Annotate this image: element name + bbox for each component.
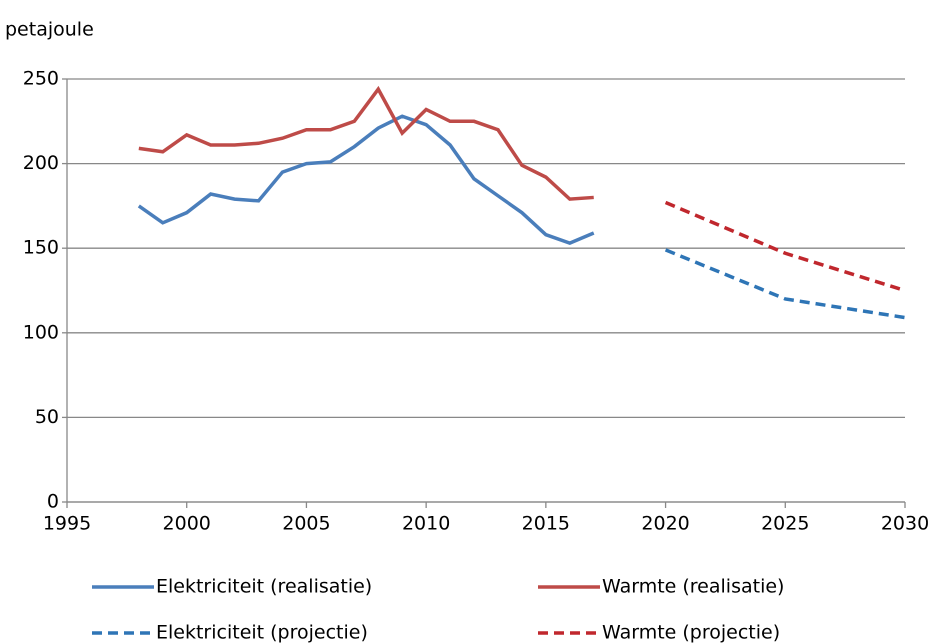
- legend-label: Elektriciteit (projectie): [156, 622, 368, 643]
- legend-label: Warmte (realisatie): [602, 576, 784, 598]
- x-tick-label: 2015: [522, 513, 570, 535]
- legend-label: Elektriciteit (realisatie): [156, 576, 372, 598]
- y-tick-label: 150: [23, 237, 59, 259]
- legend-label: Warmte (projectie): [602, 622, 780, 643]
- y-tick-label: 200: [23, 152, 59, 174]
- series-line: [664, 200, 906, 293]
- series-line: [138, 85, 594, 201]
- series-line: [137, 114, 595, 246]
- y-tick-label: 100: [23, 321, 59, 343]
- x-tick-label: 2025: [761, 513, 809, 535]
- x-tick-label: 2010: [402, 513, 450, 535]
- x-tick-label: 2020: [641, 513, 689, 535]
- x-tick-label: 2005: [282, 513, 330, 535]
- y-tick-label: 50: [35, 406, 59, 428]
- y-axis-label: petajoule: [5, 19, 94, 41]
- y-tick-label: 250: [23, 68, 59, 90]
- x-tick-label: 2000: [163, 513, 211, 535]
- series-line: [664, 248, 906, 320]
- x-tick-label: 1995: [43, 513, 91, 535]
- y-tick-label: 0: [47, 491, 59, 513]
- x-tick-label: 2030: [881, 513, 929, 535]
